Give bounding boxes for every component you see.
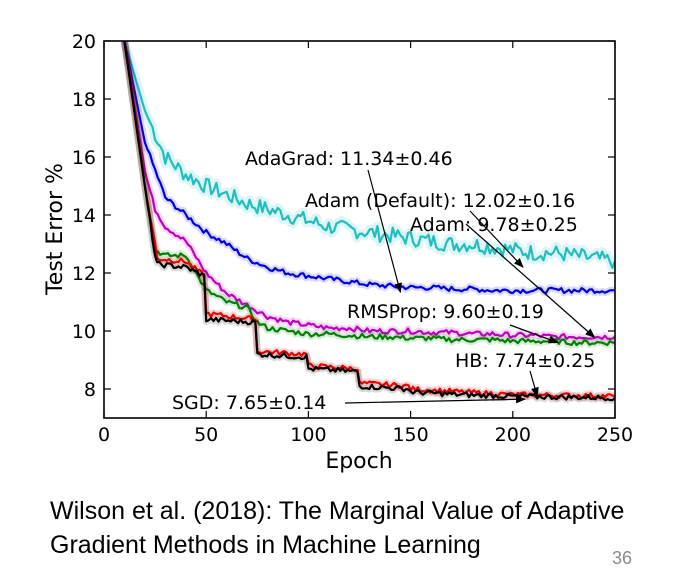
- plot-frame: [103, 40, 616, 419]
- annotation-arrow: [469, 210, 524, 268]
- tick-layer: 0 50 100 150 200 250 8 10 12 14 16 18 20: [72, 31, 633, 446]
- annotation-arrow: [344, 395, 527, 404]
- y-tick-label: 16: [72, 147, 96, 169]
- y-tick-label: 18: [72, 89, 96, 111]
- annotation-label: SGD: 7.65±0.14: [172, 392, 326, 414]
- annotation-arrow: [367, 169, 402, 294]
- x-tick-label: 150: [392, 424, 428, 446]
- annotation-layer: AdaGrad: 11.34±0.46 Adam (Default): 12.02…: [172, 148, 596, 414]
- annotation-label: HB: 7.74±0.25: [455, 350, 595, 372]
- y-tick-label: 8: [84, 379, 96, 401]
- x-tick-label: 0: [98, 424, 110, 446]
- y-tick-label: 14: [72, 205, 96, 227]
- x-axis-title: Epoch: [325, 449, 392, 474]
- chart: 0 50 100 150 200 250 8 10 12 14 16 18 20 AdaGrad: 11…: [43, 31, 633, 474]
- y-axis-title: Test Error %: [43, 163, 68, 296]
- annotation-label: Adam: 9.78±0.25: [410, 214, 578, 236]
- y-tick-label: 10: [72, 321, 96, 343]
- y-tick-label: 12: [72, 263, 96, 285]
- series-line-2: [123, 41, 615, 341]
- annotation-arrow: [509, 324, 559, 344]
- annotation-arrow: [465, 223, 596, 339]
- x-tick-label: 100: [290, 424, 326, 446]
- y-tick-label: 20: [72, 31, 96, 53]
- series-line-1: [123, 41, 615, 295]
- x-tick-label: 250: [597, 424, 633, 446]
- annotation-label: AdaGrad: 11.34±0.46: [245, 148, 453, 170]
- annotation-label: Adam (Default): 12.02±0.16: [305, 190, 575, 212]
- annotation-label: RMSProp: 9.60±0.19: [347, 301, 544, 323]
- caption-line-1: Wilson et al. (2018): The Marginal Value…: [50, 497, 625, 525]
- series-line-0: [123, 41, 615, 269]
- page-number: 36: [612, 548, 633, 568]
- series-line-3: [123, 41, 615, 347]
- x-tick-label: 50: [194, 424, 218, 446]
- x-tick-label: 200: [495, 424, 531, 446]
- annotation-arrow: [529, 370, 539, 398]
- caption-line-2: Gradient Methods in Machine Learning: [50, 531, 481, 559]
